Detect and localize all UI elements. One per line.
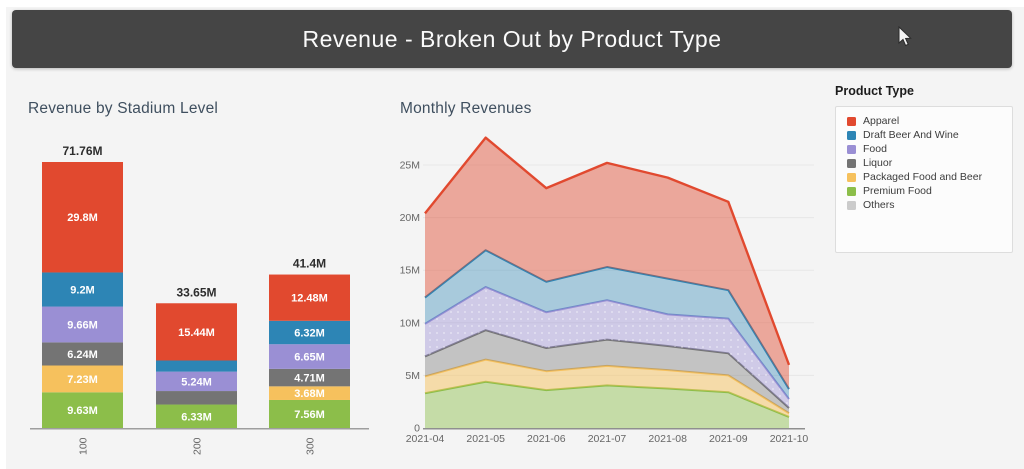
dashboard-header: Revenue - Broken Out by Product Type (12, 10, 1012, 68)
bar-segment-apparel[interactable] (42, 162, 123, 273)
x-axis-tick-label: 2021-05 (466, 433, 505, 445)
area-line-apparel (424, 136, 791, 366)
dashboard-title: Revenue - Broken Out by Product Type (302, 25, 722, 52)
legend-item-draft-beer-and-wine[interactable]: Draft Beer And Wine (847, 130, 1002, 141)
bar-segment-premium-food[interactable] (156, 404, 237, 428)
area-band-apparel[interactable] (425, 137, 789, 390)
bar-segment-label: 9.2M (70, 285, 94, 297)
x-axis-tick-label: 2021-09 (709, 433, 748, 445)
bar-category-label: 200 (192, 437, 204, 455)
bar-segment-draft-beer-and-wine[interactable] (156, 360, 237, 372)
bar-segment-label: 6.32M (294, 328, 325, 340)
y-axis-tick-label: 5M (405, 370, 420, 382)
bar-segment-liquor[interactable] (42, 342, 123, 366)
bar-category-label: 100 (78, 437, 90, 455)
bar-total-label: 41.4M (293, 257, 326, 271)
area-line-food (424, 286, 790, 400)
bar-segment-draft-beer-and-wine[interactable] (42, 272, 123, 307)
bar-segment-label: 6.65M (294, 352, 325, 364)
x-axis-tick-label: 2021-07 (588, 433, 627, 445)
bar-segment-food[interactable] (269, 344, 350, 369)
y-axis-tick-label: 0 (414, 423, 420, 435)
bar-segment-food[interactable] (42, 306, 123, 343)
legend-swatch-icon (847, 144, 856, 154)
area-chart-widget: Monthly Revenues 0 5M 10M 15M 20M 25M 2021-04 2… (400, 100, 826, 465)
legend-box: Apparel Draft Beer And Wine Food Liquor Pack… (835, 106, 1013, 253)
bar-segment-label: 5.24M (181, 376, 212, 388)
y-axis-tick-label: 25M (400, 160, 420, 172)
bar-segment-label: 9.63M (67, 405, 98, 417)
stacked-bar-chart[interactable]: 9.63M 7.23M 6.24M 9.66M 9.2M 29.8M 71.76M 100 6.… (28, 128, 378, 462)
legend-item-label: Apparel (863, 115, 900, 127)
bar-total-label: 33.65M (176, 285, 216, 299)
legend-swatch-icon (847, 186, 856, 196)
mouse-cursor-icon (898, 26, 912, 47)
bar-segment-liquor[interactable] (156, 391, 237, 405)
legend-item-label: Food (863, 143, 887, 155)
x-axis-tick-label: 2021-08 (648, 433, 687, 445)
x-axis-tick-label: 2021-10 (770, 433, 809, 445)
bar-segment-label: 15.44M (178, 327, 215, 339)
page-margin-left (0, 0, 6, 469)
bar-segment-label: 12.48M (291, 293, 328, 305)
bar-segment-premium-food[interactable] (269, 399, 350, 428)
bar-segment-label: 6.33M (181, 411, 212, 423)
area-band-draft-beer-and-wine[interactable] (425, 250, 789, 400)
x-axis-tick-label: 2021-04 (406, 433, 445, 445)
bar-total-label: 71.76M (62, 144, 102, 158)
area-chart-title: Monthly Revenues (400, 100, 532, 117)
bar-segment-label: 9.66M (67, 319, 98, 331)
area-band-premium-food[interactable] (425, 381, 789, 428)
legend-item-food[interactable]: Food (847, 144, 1002, 155)
legend-item-premium-food[interactable]: Premium Food (847, 186, 1002, 197)
legend-list: Apparel Draft Beer And Wine Food Liquor Pack… (847, 116, 1002, 211)
bar-segment-label: 6.24M (67, 349, 98, 361)
area-band-packaged-food-and-beer[interactable] (425, 359, 789, 417)
area-line-packaged-food-and-beer (424, 358, 790, 415)
legend-swatch-icon (847, 116, 856, 126)
bar-segment-label: 29.8M (67, 212, 98, 224)
bar-segment-liquor[interactable] (269, 368, 350, 387)
y-axis-tick-label: 15M (400, 265, 420, 277)
bar-segment-food[interactable] (156, 371, 237, 392)
legend-item-label: Premium Food (863, 185, 932, 197)
bar-segment-premium-food[interactable] (42, 392, 123, 428)
stacked-area-chart[interactable]: 0 5M 10M 15M 20M 25M 2021-04 2021-05 2021-06 2021… (400, 128, 826, 462)
legend-swatch-icon (847, 130, 856, 140)
page-margin-top (0, 0, 1024, 7)
x-axis-tick-label: 2021-06 (527, 433, 566, 445)
y-axis-tick-label: 10M (400, 317, 420, 329)
legend-title: Product Type (835, 84, 914, 98)
bar-segment-apparel[interactable] (156, 303, 237, 361)
bar-segment-label: 3.68M (294, 388, 325, 400)
bar-segment-apparel[interactable] (269, 274, 350, 321)
legend-item-liquor[interactable]: Liquor (847, 158, 1002, 169)
bar-category-label: 300 (305, 437, 317, 455)
area-band-liquor[interactable] (425, 330, 789, 414)
bar-segment-packaged-food-and-beer[interactable] (269, 386, 350, 400)
bar-chart-title: Revenue by Stadium Level (28, 100, 219, 117)
y-axis-tick-label: 20M (400, 212, 420, 224)
bar-segment-label: 7.56M (294, 409, 325, 421)
legend-item-label: Packaged Food and Beer (863, 171, 983, 183)
legend-item-label: Others (863, 199, 895, 211)
legend-item-apparel[interactable]: Apparel (847, 116, 1002, 127)
legend-item-others[interactable]: Others (847, 200, 1002, 211)
bar-chart-widget: Revenue by Stadium Level 9.63M 7.23M 6.24M… (28, 100, 378, 465)
legend-swatch-icon (847, 158, 856, 168)
legend-swatch-icon (847, 172, 856, 182)
bar-segment-draft-beer-and-wine[interactable] (269, 320, 350, 345)
legend-panel: Product Type Apparel Draft Beer And Wine F… (835, 84, 1013, 253)
legend-item-label: Liquor (863, 157, 893, 169)
area-line-draft-beer-and-wine (424, 249, 790, 390)
legend-swatch-icon (847, 200, 856, 210)
legend-item-packaged-food-and-beer[interactable]: Packaged Food and Beer (847, 172, 1002, 183)
bar-segment-label: 7.23M (67, 374, 98, 386)
legend-item-label: Draft Beer And Wine (863, 129, 959, 141)
bar-segment-packaged-food-and-beer[interactable] (42, 365, 123, 393)
bar-segment-label: 4.71M (294, 373, 325, 385)
